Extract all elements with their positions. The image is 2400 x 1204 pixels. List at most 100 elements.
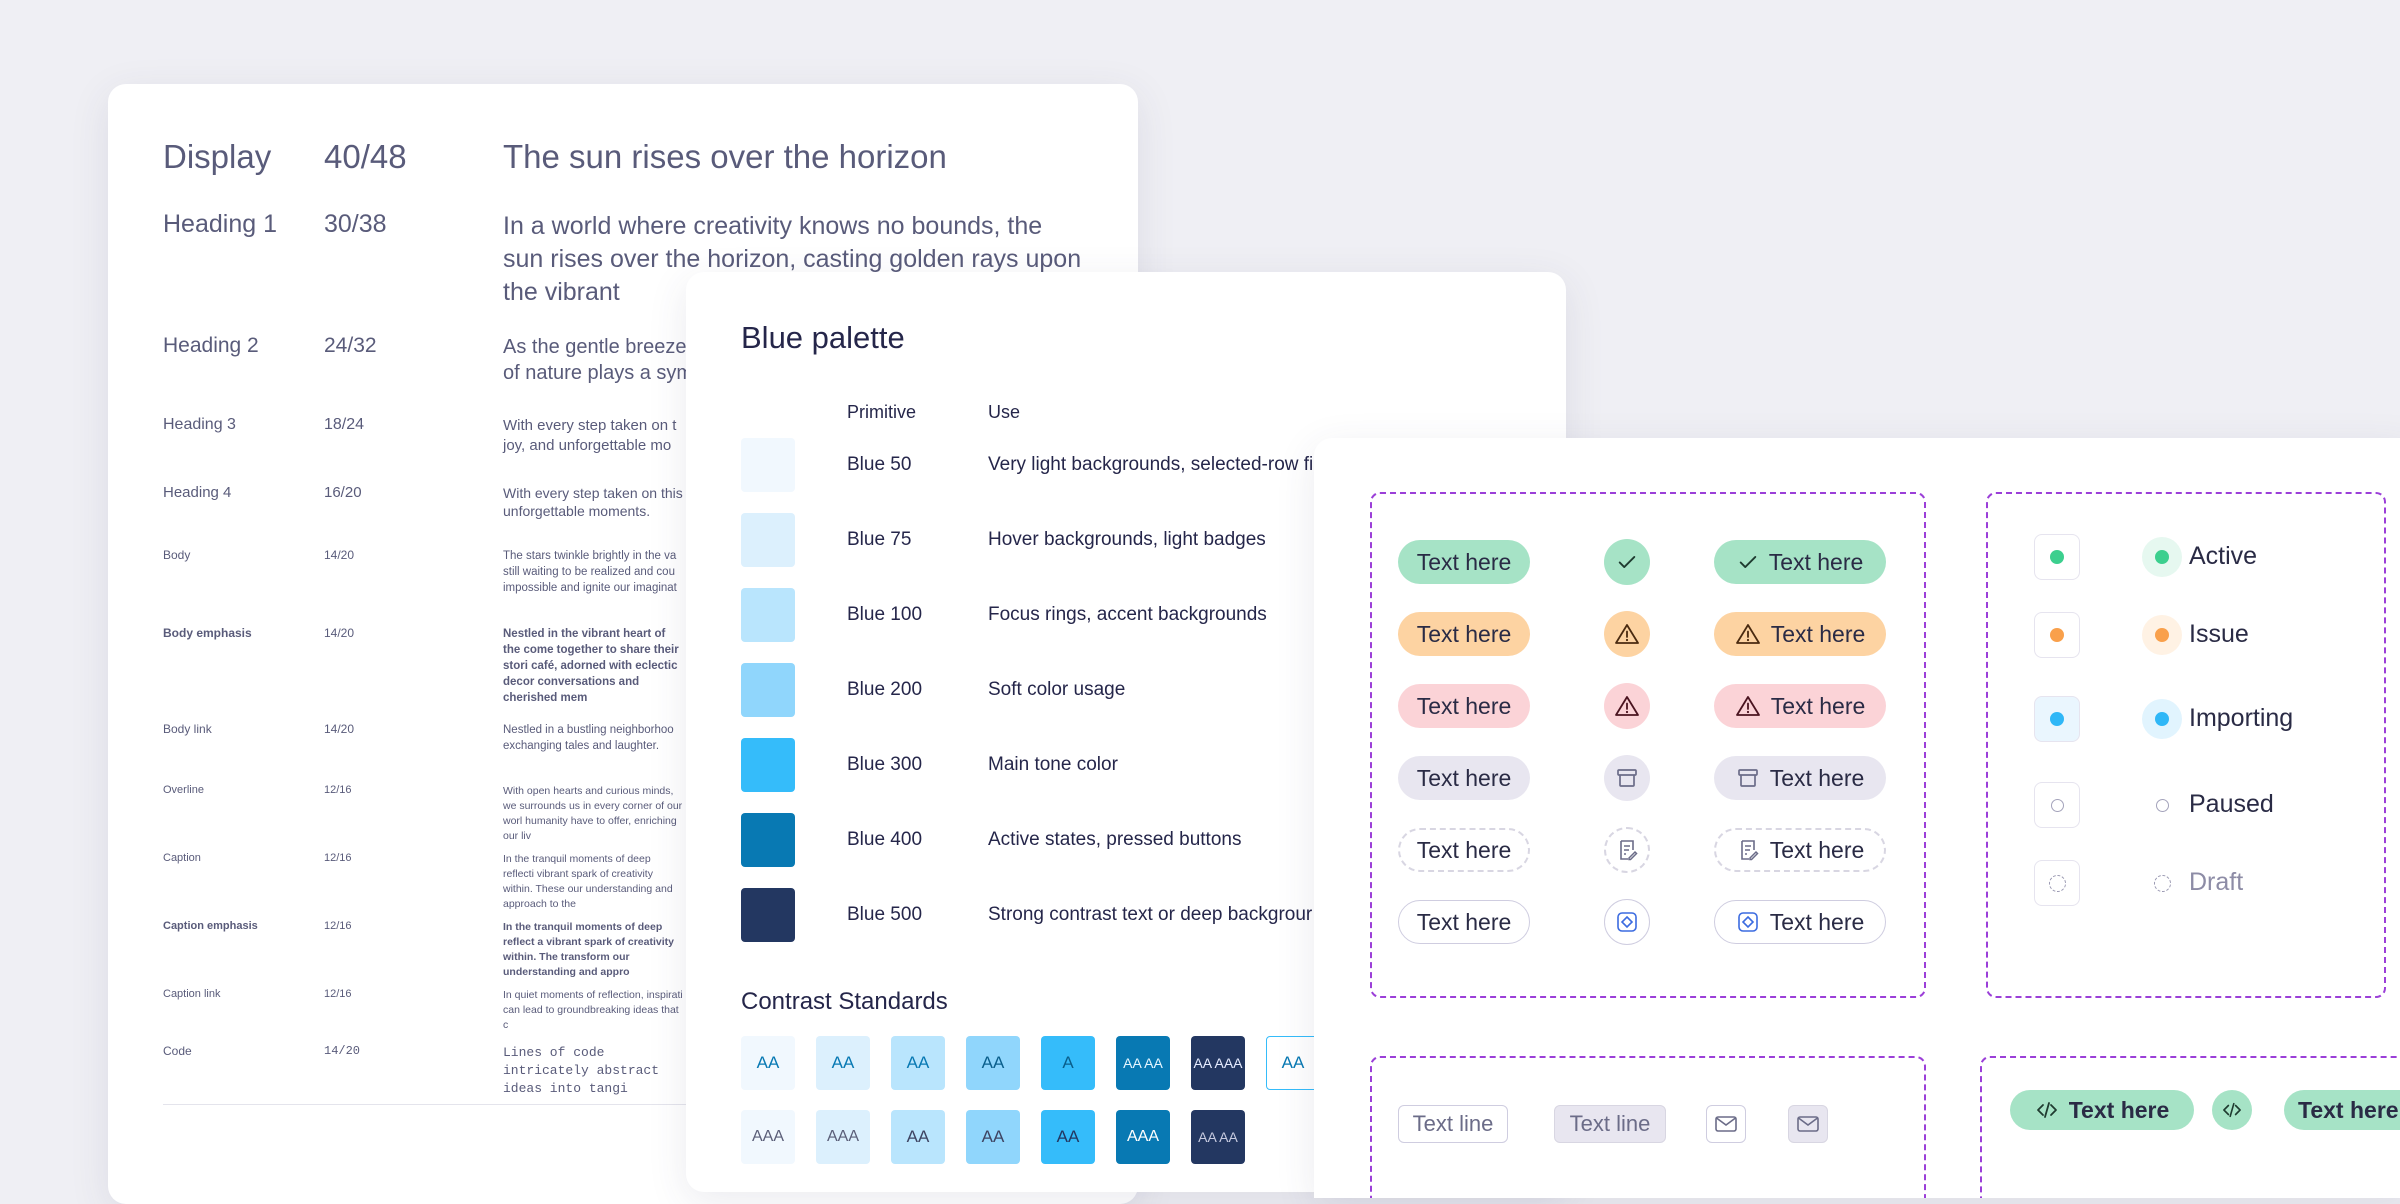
color-use: Main tone color (988, 754, 1118, 775)
status-dot-box (2034, 612, 2080, 658)
type-style-size: 18/24 (324, 416, 365, 433)
contrast-standards-title: Contrast Standards (741, 988, 948, 1015)
color-name: Blue 500 (847, 904, 923, 925)
badge-red: Text here (1398, 684, 1530, 728)
badge-outline-with-icon: Text here (1714, 900, 1886, 944)
status-halo (2142, 615, 2182, 655)
color-swatch (741, 438, 795, 492)
check-icon (1739, 556, 1756, 568)
warning-icon (1735, 624, 1760, 644)
contrast-tile: AAA (816, 1110, 870, 1164)
type-style-size: 30/38 (324, 210, 387, 238)
type-style-sample: Nestled in the vibrant heart of the come… (503, 628, 679, 704)
type-style-sample: With every step taken on this unforgetta… (503, 485, 683, 519)
color-use: Hover backgrounds, light badges (988, 529, 1266, 550)
status-label-paused: Paused (2189, 790, 2274, 818)
status-halo (2142, 699, 2182, 739)
color-swatch (741, 813, 795, 867)
column-header-use: Use (988, 402, 1021, 422)
badge-orange-with-icon: Text here (1714, 612, 1886, 656)
status-halo (2142, 785, 2182, 825)
type-style-name[interactable]: Caption link (163, 988, 221, 1000)
type-style-size: 40/48 (324, 138, 407, 175)
diamond-icon (1737, 912, 1758, 932)
color-name: Blue 200 (847, 679, 923, 700)
contrast-tile: AA (966, 1110, 1020, 1164)
contrast-tile: AA (1041, 1110, 1095, 1164)
badge-label: Text here (1769, 764, 1865, 791)
color-name: Blue 400 (847, 829, 923, 850)
contrast-tile: AA (816, 1036, 870, 1090)
type-style-size: 24/32 (324, 334, 377, 357)
color-name: Blue 50 (847, 454, 912, 475)
mail-icon (1788, 1105, 1828, 1143)
type-style-size: 12/16 (324, 852, 352, 864)
status-dot-box (2034, 860, 2080, 906)
status-dot (2048, 874, 2066, 892)
status-dot (2155, 712, 2169, 726)
draft-doc-icon (1604, 827, 1650, 873)
status-panel (1986, 492, 2386, 998)
badge-label: Text here (1768, 548, 1864, 575)
type-style-size[interactable]: 14/20 (324, 722, 355, 736)
contrast-tile: AA AA (1191, 1110, 1245, 1164)
status-dot (2155, 628, 2169, 642)
type-style-name: Heading 3 (163, 416, 236, 433)
contrast-tile: A (1041, 1036, 1095, 1090)
type-style-name: Body (163, 548, 191, 562)
color-use: Soft color usage (988, 679, 1126, 700)
type-style-sample: In the tranquil moments of deep reflect … (503, 921, 674, 978)
status-dot (2155, 550, 2169, 564)
status-dot (2050, 550, 2064, 564)
contrast-tile: AA AA (1116, 1036, 1170, 1090)
type-style-name: Overline (163, 784, 204, 796)
status-label-issue: Issue (2189, 620, 2249, 648)
type-style-sample: With every step taken on t joy, and unfo… (503, 417, 677, 454)
badge-label: Text here (2068, 1096, 2170, 1123)
badge-grey-with-icon: Text here (1714, 756, 1886, 800)
warning-icon (1604, 611, 1650, 657)
type-style-size: 16/20 (324, 484, 362, 501)
color-use: Strong contrast text or deep backgrour (988, 904, 1313, 925)
type-style-sample-link[interactable]: Nestled in a bustling neighborhoo exchan… (503, 724, 674, 752)
badge-green-with-icon: Text here (1714, 540, 1886, 584)
badge-label: Text here (2298, 1096, 2399, 1123)
type-style-name: Heading 4 (163, 484, 232, 501)
status-dot (2153, 874, 2171, 892)
color-name: Blue 100 (847, 604, 923, 625)
status-label-active: Active (2189, 542, 2258, 570)
text-line-chip: Text line (1554, 1105, 1666, 1143)
badge-panel (1370, 492, 1926, 998)
contrast-tile: AA (1266, 1036, 1320, 1090)
code-badge: Text here (2284, 1090, 2400, 1130)
color-swatch (741, 513, 795, 567)
color-swatch (741, 588, 795, 642)
archive-icon (1737, 769, 1758, 787)
badge-label: Text here (1769, 836, 1865, 863)
status-dot-box (2034, 696, 2080, 742)
contrast-tile: AA (966, 1036, 1020, 1090)
color-swatch (741, 888, 795, 942)
type-style-size: 14/20 (324, 548, 355, 562)
badge-grey: Text here (1398, 756, 1530, 800)
type-style-sample: In a world where creativity knows no bou… (503, 212, 1082, 306)
badge-label: Text here (1769, 908, 1865, 935)
check-icon (1604, 539, 1650, 585)
status-dot (2050, 712, 2064, 726)
contrast-tile: AA AAA (1191, 1036, 1245, 1090)
type-style-size: 14/20 (324, 626, 355, 640)
badge-outline: Text here (1398, 900, 1530, 944)
status-label-importing: Importing (2189, 704, 2294, 732)
contrast-tile: AAA (1116, 1110, 1170, 1164)
type-style-size: 12/16 (324, 784, 352, 796)
type-style-name[interactable]: Body link (163, 722, 212, 736)
color-name: Blue 75 (847, 529, 912, 550)
badge-dashed: Text here (1398, 828, 1530, 872)
contrast-tile: AA (891, 1110, 945, 1164)
badge-label: Text here (1770, 620, 1866, 647)
type-style-sample-link[interactable]: In quiet moments of reflection, inspirat… (503, 989, 683, 1031)
type-style-name: Body emphasis (163, 626, 252, 640)
type-style-sample: The sun rises over the horizon (503, 138, 947, 175)
status-dot (2050, 628, 2064, 642)
type-style-size[interactable]: 12/16 (324, 988, 352, 1000)
